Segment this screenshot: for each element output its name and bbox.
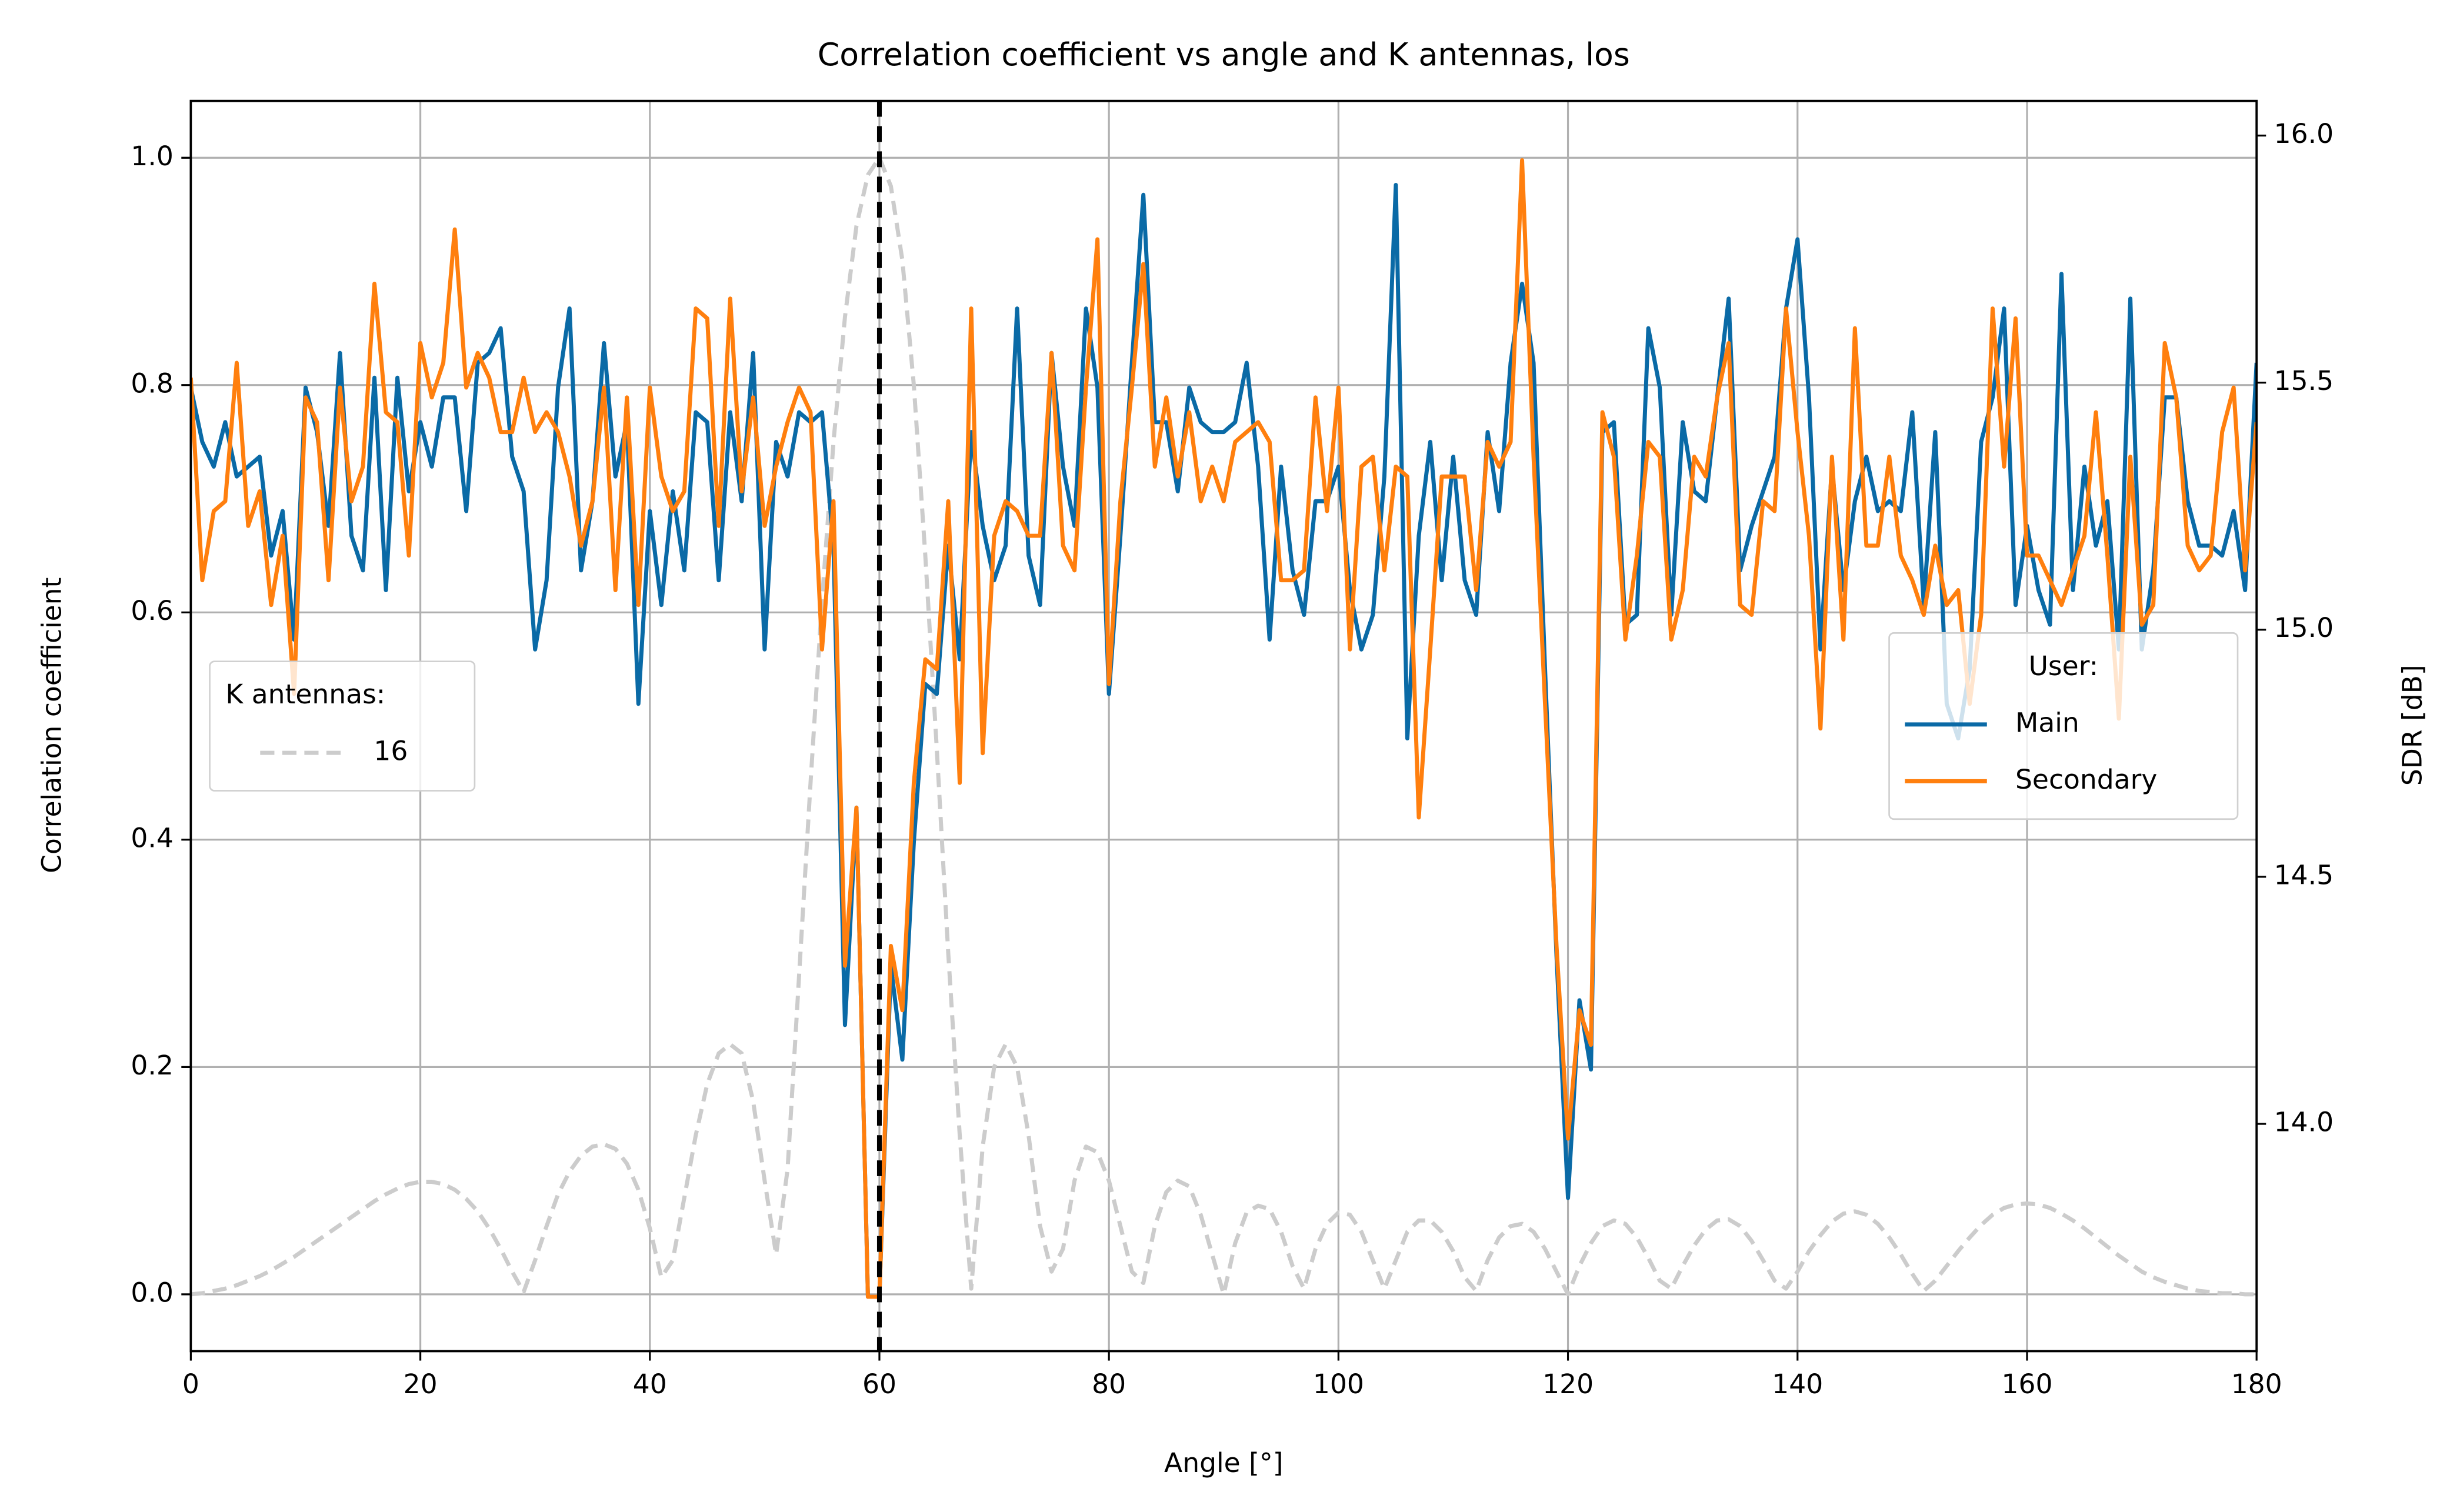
x-tick-label: 80 bbox=[1092, 1369, 1126, 1400]
series-line bbox=[191, 155, 2257, 1297]
y-tick-label: 1.0 bbox=[131, 141, 173, 172]
series-line bbox=[191, 183, 2257, 1299]
grid bbox=[189, 101, 2258, 1351]
x-tick-label: 0 bbox=[182, 1369, 199, 1400]
x-tick-label: 140 bbox=[1772, 1369, 1823, 1400]
x-tick-label: 20 bbox=[404, 1369, 438, 1400]
x-tick-label: 120 bbox=[1542, 1369, 1594, 1400]
legend-label: Main bbox=[2015, 707, 2079, 738]
y-tick-label: 0.2 bbox=[131, 1050, 173, 1081]
legend: K antennas: 16 bbox=[209, 660, 476, 792]
legend: User: Main Secondary bbox=[1888, 632, 2239, 820]
x-axis-label: Angle [°] bbox=[1164, 1447, 1283, 1478]
x-tick-label: 60 bbox=[862, 1369, 896, 1400]
y2-axis-label: SDR [dB] bbox=[2397, 665, 2428, 786]
y2-tick-label: 14.5 bbox=[2274, 859, 2334, 890]
y-tick-label: 0.6 bbox=[131, 595, 173, 626]
legend-label: Secondary bbox=[2015, 764, 2157, 795]
plot-area bbox=[191, 101, 2257, 1351]
chart-title: Correlation coefficient vs angle and K a… bbox=[818, 36, 1630, 73]
legend-box bbox=[1888, 632, 2239, 820]
legend-label: 16 bbox=[374, 736, 408, 767]
y2-tick-label: 14.0 bbox=[2274, 1106, 2334, 1137]
y-tick-label: 0.4 bbox=[131, 822, 173, 853]
x-tick-label: 100 bbox=[1313, 1369, 1364, 1400]
y2-tick-label: 15.5 bbox=[2274, 365, 2334, 396]
legend-title: User: bbox=[2029, 650, 2098, 682]
y2-tick-label: 16.0 bbox=[2274, 118, 2334, 149]
y2-tick-label: 15.0 bbox=[2274, 612, 2334, 643]
x-tick-label: 40 bbox=[633, 1369, 667, 1400]
axes-frame bbox=[189, 99, 2258, 1353]
legend-title: K antennas: bbox=[225, 679, 385, 710]
x-tick-label: 160 bbox=[2001, 1369, 2052, 1400]
y-tick-label: 0.8 bbox=[131, 368, 173, 399]
legend-box bbox=[209, 660, 476, 792]
x-tick-label: 180 bbox=[2231, 1369, 2282, 1400]
y-axis-label: Correlation coefficient bbox=[36, 578, 68, 873]
series-line bbox=[191, 158, 2257, 1299]
y-tick-label: 0.0 bbox=[131, 1277, 173, 1308]
